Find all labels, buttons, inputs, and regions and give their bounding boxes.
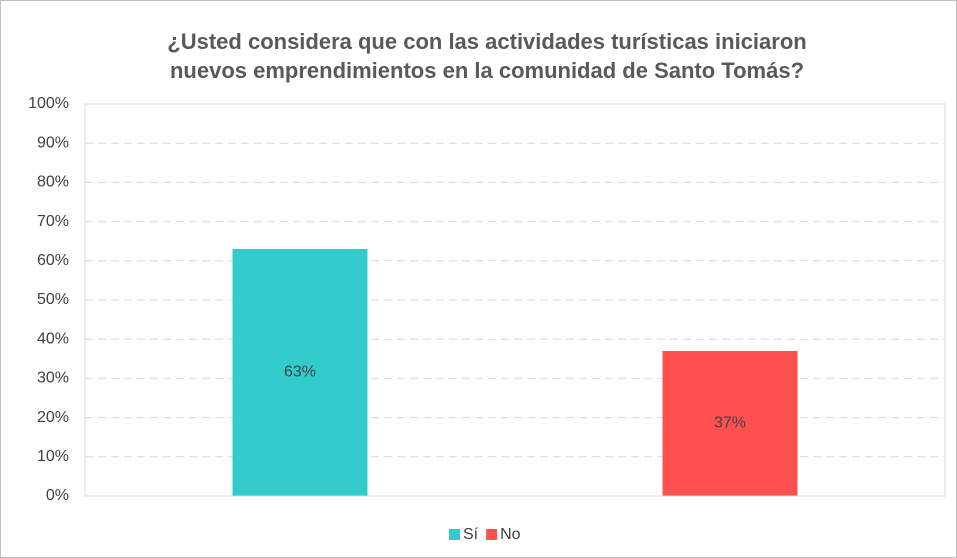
y-tick-label: 100% [28, 95, 69, 112]
y-tick-label: 90% [37, 134, 69, 151]
bar [232, 249, 368, 496]
y-tick-label: 20% [37, 409, 69, 426]
y-tick-label: 80% [37, 174, 69, 191]
legend-swatch [486, 529, 498, 540]
legend-label: Sí [463, 526, 479, 543]
y-tick-label: 10% [37, 448, 69, 465]
chart-title: ¿Usted considera que con las actividades… [167, 29, 806, 54]
y-tick-label: 0% [46, 487, 69, 504]
y-tick-label: 30% [37, 370, 69, 387]
y-tick-label: 40% [37, 330, 69, 347]
legend-label: No [500, 526, 521, 543]
y-tick-label: 60% [37, 252, 69, 269]
data-label: 63% [284, 364, 316, 381]
data-label: 37% [714, 415, 746, 432]
y-tick-label: 70% [37, 213, 69, 230]
legend-swatch [449, 529, 460, 540]
y-tick-label: 50% [37, 291, 69, 308]
chart-title: nuevos emprendimientos en la comunidad d… [170, 58, 804, 83]
bar [662, 350, 798, 496]
